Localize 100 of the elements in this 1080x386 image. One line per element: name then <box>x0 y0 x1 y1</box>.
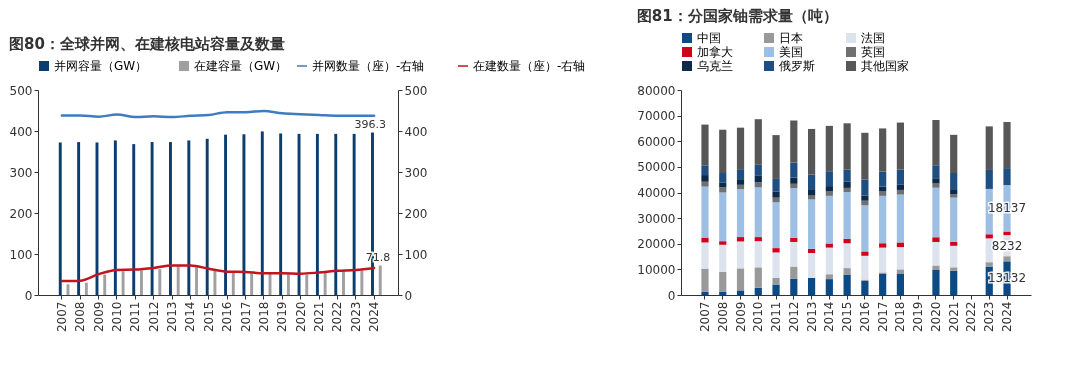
bar <box>719 271 727 292</box>
bar <box>843 181 851 188</box>
bar <box>224 134 228 295</box>
y-tick-label: 300 <box>9 165 33 180</box>
bar <box>719 241 727 245</box>
legend-label: 乌克兰 <box>697 59 733 73</box>
bar <box>807 174 816 190</box>
bar <box>896 184 905 190</box>
bar <box>807 189 816 196</box>
y-tick-label: 50000 <box>637 160 676 175</box>
bar <box>932 178 940 184</box>
line-series <box>60 109 376 119</box>
bar <box>896 194 905 243</box>
bar <box>719 244 727 272</box>
bar <box>754 267 762 288</box>
bar <box>754 187 762 238</box>
bar <box>879 128 887 172</box>
bar <box>719 129 727 174</box>
bar <box>279 133 283 295</box>
data-label: 8232 <box>991 238 1023 253</box>
x-tick-label: 2007 <box>697 301 712 333</box>
chart-title: 图80：全球并网、在建核电站容量及数量 <box>9 35 285 53</box>
bar <box>736 169 745 180</box>
bar <box>772 135 780 179</box>
bar <box>736 237 745 242</box>
y-tick-label: 0 <box>667 288 676 303</box>
bar <box>132 144 136 295</box>
bar <box>932 119 940 166</box>
bar <box>985 126 993 170</box>
x-tick-label: 2016 <box>857 301 872 333</box>
bar <box>305 274 309 295</box>
bar <box>807 252 816 278</box>
bar <box>1003 231 1011 236</box>
bar <box>701 242 709 269</box>
legend-label: 英国 <box>861 45 885 59</box>
bar <box>985 262 993 267</box>
bar <box>843 243 851 269</box>
y-tick-label: 30000 <box>637 211 676 226</box>
bar <box>176 266 180 295</box>
bar <box>213 270 217 295</box>
bar <box>790 188 798 238</box>
x-tick-label: 2013 <box>165 301 180 333</box>
bar <box>205 138 209 295</box>
bar <box>861 251 869 256</box>
bar <box>950 241 958 246</box>
x-tick-label: 2009 <box>733 301 748 333</box>
bar <box>932 241 940 266</box>
bar <box>121 271 125 295</box>
bar <box>1003 168 1011 186</box>
y-tick-label: 500 <box>9 83 33 98</box>
y2-tick-label: 400 <box>404 124 428 139</box>
bar <box>879 247 887 273</box>
bar <box>772 178 780 192</box>
bar <box>250 273 254 295</box>
bar <box>77 142 81 295</box>
bar <box>879 171 887 187</box>
bar <box>790 237 798 242</box>
bar <box>825 125 833 172</box>
bar <box>896 169 905 185</box>
bar <box>896 269 905 274</box>
bar <box>950 189 958 195</box>
bar <box>861 255 869 280</box>
bar <box>950 134 958 174</box>
bar <box>113 140 117 295</box>
bar <box>772 202 780 249</box>
bar <box>879 273 887 295</box>
x-tick-label: 2015 <box>840 301 855 333</box>
legend-label: 日本 <box>779 31 803 45</box>
bar <box>843 274 851 295</box>
bar <box>985 169 993 189</box>
x-tick-label: 2018 <box>893 301 908 333</box>
bar <box>879 243 887 248</box>
bar <box>790 266 798 279</box>
bar <box>736 179 745 185</box>
bar <box>932 165 940 179</box>
bar <box>754 175 762 183</box>
x-tick-label: 2011 <box>769 301 784 333</box>
chart-title: 图81：分国家铀需求量（吨） <box>636 7 838 25</box>
legend-label: 并网容量（GW） <box>54 59 148 73</box>
y2-tick-label: 200 <box>404 206 428 221</box>
bar <box>158 269 162 295</box>
data-label: 18137 <box>987 201 1027 216</box>
bar <box>150 142 154 295</box>
bar <box>1003 256 1011 262</box>
bar <box>807 277 816 295</box>
x-tick-label: 2023 <box>982 301 997 333</box>
bar <box>896 247 905 270</box>
bar <box>736 184 745 190</box>
bar <box>825 279 833 295</box>
bar <box>719 291 727 295</box>
bar <box>950 245 958 268</box>
bar <box>334 133 338 295</box>
x-tick-label: 2020 <box>928 301 943 333</box>
bar <box>187 140 191 295</box>
bar <box>169 142 172 295</box>
y-tick-label: 200 <box>9 206 33 221</box>
bar <box>772 248 780 253</box>
x-tick-label: 2014 <box>822 301 837 333</box>
bar <box>772 277 780 285</box>
x-tick-label: 2024 <box>367 301 382 333</box>
